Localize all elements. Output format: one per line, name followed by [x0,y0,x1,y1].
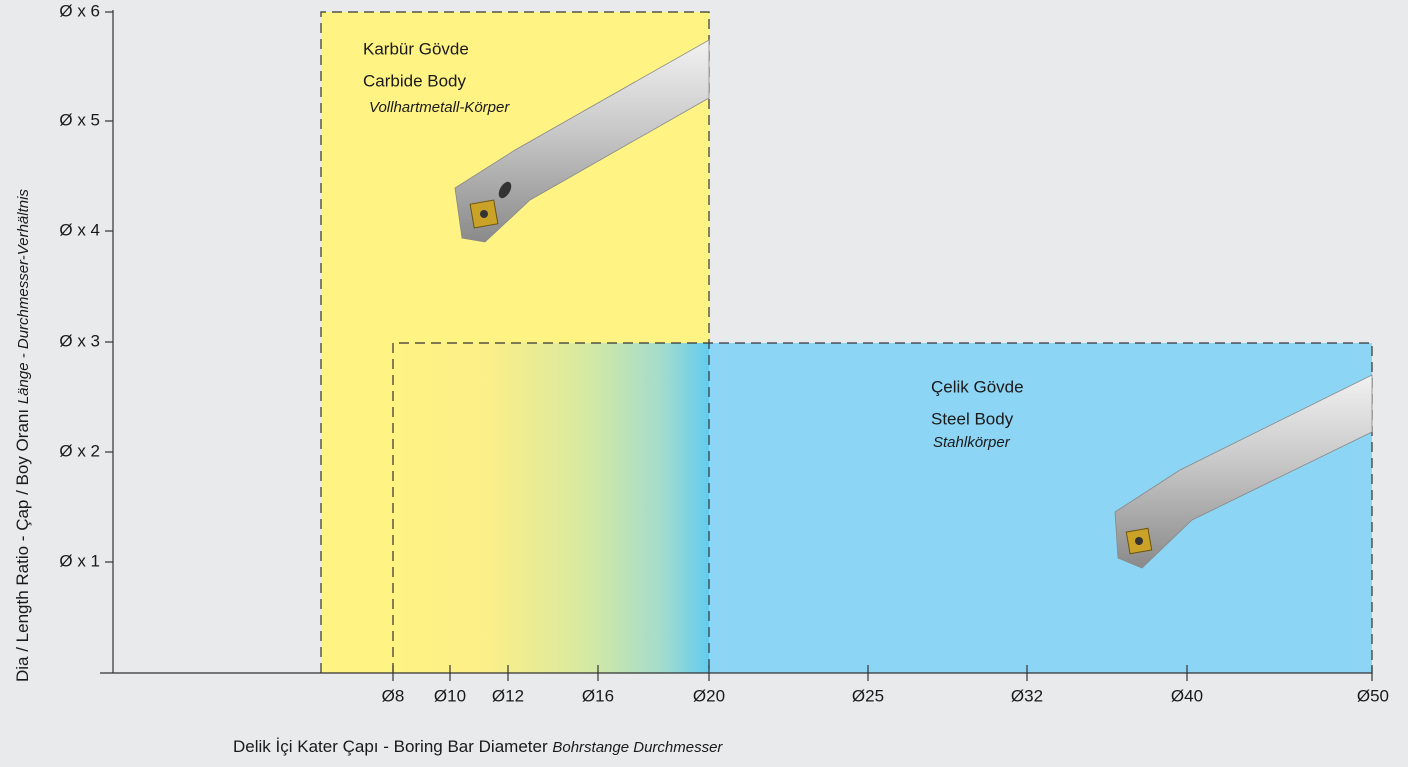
y-tick-label: Ø x 6 [59,1,100,20]
region-title: Çelik Gövde [931,377,1024,396]
region-note: Vollhartmetall-Körper [369,99,510,116]
steel-tool [1114,374,1373,569]
region-subtitle: Carbide Body [363,71,467,90]
x-axis-label: Delik İçi Kater Çapı - Boring Bar Diamet… [233,737,548,756]
region-note: Stahlkörper [933,434,1011,451]
x-tick-label: Ø16 [582,686,614,705]
y-axis-label-alt: Länge - Durchmesser-Verhältnis [15,189,32,405]
region-subtitle: Steel Body [931,409,1014,428]
y-axis-title: Dia / Length Ratio - Çap / Boy Oranı Län… [13,189,32,682]
overlap-region [393,343,709,673]
y-tick-label: Ø x 1 [59,551,100,570]
steel-border [392,342,1373,673]
x-tick-label: Ø20 [693,686,725,705]
y-tick-label: Ø x 4 [59,220,100,239]
x-tick-label: Ø10 [434,686,466,705]
steel-region [709,343,1372,673]
x-tick-label: Ø32 [1011,686,1043,705]
x-tick-label: Ø8 [382,686,405,705]
y-axis-label: Dia / Length Ratio - Çap / Boy Oranı [13,409,32,682]
x-axis-title: Delik İçi Kater Çapı - Boring Bar Diamet… [233,737,723,756]
y-tick-label: Ø x 5 [59,110,100,129]
y-tick-label: Ø x 2 [59,441,100,460]
x-tick-label: Ø40 [1171,686,1203,705]
region-title: Karbür Gövde [363,39,469,58]
carbide-tool [454,39,710,243]
x-axis-label-alt: Bohrstange Durchmesser [552,739,723,756]
x-tick-label: Ø25 [852,686,884,705]
y-tick-label: Ø x 3 [59,331,100,350]
x-tick-label: Ø50 [1357,686,1389,705]
x-tick-label: Ø12 [492,686,524,705]
